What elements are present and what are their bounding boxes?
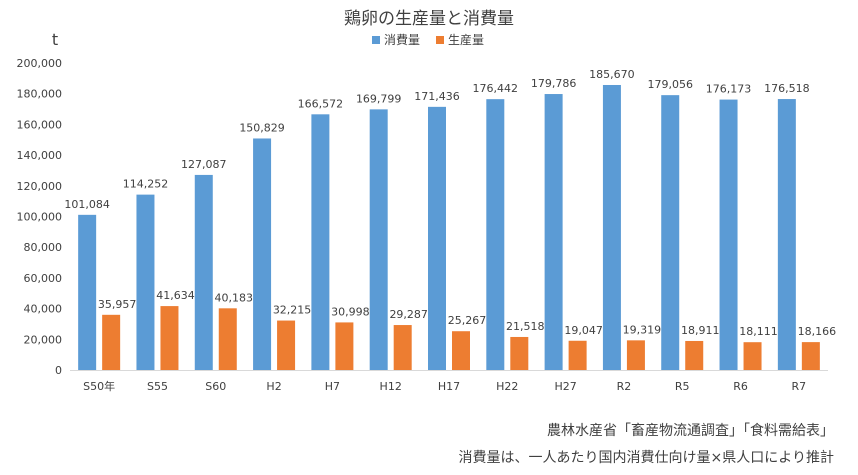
y-tick-label: 80,000 xyxy=(24,241,63,254)
y-tick-label: 20,000 xyxy=(24,333,63,346)
data-label-consumption: 114,252 xyxy=(123,178,169,191)
y-tick-label: 60,000 xyxy=(24,272,63,285)
x-tick-label: S50年 xyxy=(83,379,115,393)
data-label-consumption: 176,518 xyxy=(764,82,810,95)
data-label-production: 35,957 xyxy=(98,298,137,311)
x-tick-label: R5 xyxy=(675,380,690,393)
bar-production xyxy=(160,306,179,370)
data-label-production: 19,319 xyxy=(623,323,662,336)
x-tick-label: R2 xyxy=(617,380,632,393)
x-tick-label: S60 xyxy=(205,380,226,393)
data-label-consumption: 179,056 xyxy=(647,78,693,91)
bar-consumption xyxy=(78,214,97,370)
y-tick-label: 200,000 xyxy=(17,57,63,70)
bar-production xyxy=(685,340,704,370)
data-label-consumption: 185,670 xyxy=(589,68,635,81)
chart-title: 鶏卵の生産量と消費量 xyxy=(344,9,514,29)
bar-production xyxy=(626,340,645,370)
x-tick-label: R7 xyxy=(792,380,807,393)
data-label-production: 18,166 xyxy=(798,325,837,338)
bar-production xyxy=(743,342,762,370)
y-tick-label: 160,000 xyxy=(17,118,63,131)
data-label-consumption: 176,442 xyxy=(473,82,519,95)
data-label-consumption: 171,436 xyxy=(414,90,460,103)
bar-consumption xyxy=(369,109,388,371)
method-note: 消費量は、一人あたり国内消費仕向け量×県人口により推計 xyxy=(458,450,834,466)
x-tick-label: H12 xyxy=(380,380,402,393)
bar-consumption xyxy=(428,106,446,371)
bar-production xyxy=(102,314,121,370)
x-tick-label: S55 xyxy=(147,380,168,393)
bar-consumption xyxy=(253,138,272,370)
y-tick-label: 40,000 xyxy=(24,303,63,316)
data-label-production: 25,267 xyxy=(448,314,487,327)
bar-production xyxy=(218,308,237,370)
y-tick-label: 0 xyxy=(55,364,62,377)
bar-consumption xyxy=(777,99,796,371)
data-label-production: 18,911 xyxy=(681,324,720,337)
bar-consumption xyxy=(602,84,621,370)
bar-production xyxy=(452,331,470,370)
bar-consumption xyxy=(719,99,738,370)
bar-production xyxy=(277,320,296,370)
bar-consumption xyxy=(136,194,155,370)
bars xyxy=(78,84,820,371)
bar-production xyxy=(335,322,354,370)
data-label-production: 32,215 xyxy=(273,304,312,317)
y-tick-label: 180,000 xyxy=(17,88,63,101)
x-tick-label: H7 xyxy=(325,380,340,393)
bar-production xyxy=(510,336,529,370)
y-tick-label: 100,000 xyxy=(17,211,63,224)
data-label-production: 30,998 xyxy=(331,305,370,318)
legend-label-consumption: 消費量 xyxy=(384,32,420,47)
data-label-production: 40,183 xyxy=(215,291,254,304)
y-tick-label: 120,000 xyxy=(17,180,63,193)
x-axis: S50年 S55 S60 H2 H7 H12 H17 H22 H27 R2 R5 R6 R7 xyxy=(70,370,828,393)
legend-label-production: 生産量 xyxy=(448,32,484,47)
bar-production xyxy=(393,325,412,370)
bar-consumption xyxy=(544,94,563,370)
legend-swatch-consumption xyxy=(372,36,380,44)
bar-consumption xyxy=(661,95,680,370)
data-label-production: 29,287 xyxy=(389,308,428,321)
bar-production xyxy=(568,340,587,370)
bar-consumption xyxy=(311,114,330,370)
x-tick-label: H22 xyxy=(496,380,518,393)
legend-swatch-production xyxy=(436,36,444,44)
x-tick-label: H2 xyxy=(266,380,281,393)
data-labels: 101,084 35,957 114,252 41,634 127,087 40,183 1… xyxy=(64,68,836,338)
data-label-consumption: 127,087 xyxy=(181,158,227,171)
data-label-consumption: 101,084 xyxy=(64,198,110,211)
x-tick-label: H17 xyxy=(438,380,460,393)
data-label-production: 41,634 xyxy=(156,289,195,302)
data-label-consumption: 176,173 xyxy=(706,83,752,96)
data-label-consumption: 179,786 xyxy=(531,77,577,90)
x-tick-label: H27 xyxy=(554,380,576,393)
bar-production xyxy=(801,342,820,370)
data-label-production: 21,518 xyxy=(506,320,545,333)
data-label-consumption: 166,572 xyxy=(298,97,344,110)
bar-consumption xyxy=(486,99,505,370)
data-label-consumption: 169,799 xyxy=(356,92,402,105)
data-label-consumption: 150,829 xyxy=(239,121,285,134)
bar-consumption xyxy=(194,174,213,370)
source-note: 農林水産省「畜産物流通調査」「食料需給表」 xyxy=(547,423,834,439)
y-axis: 0 20,000 40,000 60,000 80,000 100,000 120,000 1… xyxy=(17,57,63,377)
legend: 消費量 生産量 xyxy=(372,32,484,47)
data-label-production: 18,111 xyxy=(739,325,778,338)
y-axis-unit: t xyxy=(52,30,58,49)
y-tick-label: 140,000 xyxy=(17,149,63,162)
x-tick-label: R6 xyxy=(733,380,748,393)
data-label-production: 19,047 xyxy=(564,324,603,337)
